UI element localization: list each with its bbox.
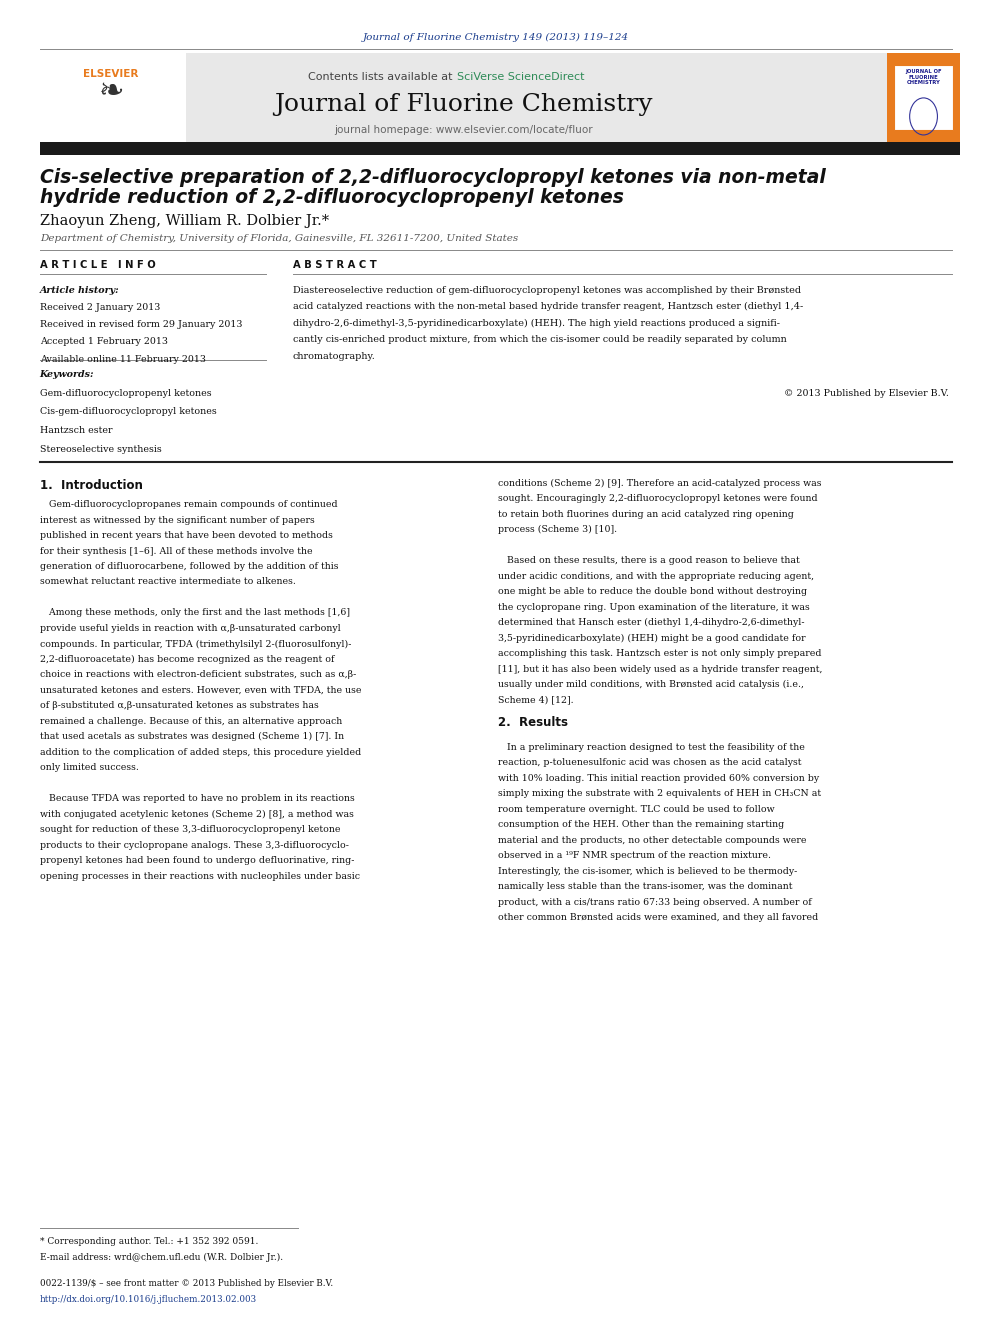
Text: reaction, p-toluenesulfonic acid was chosen as the acid catalyst: reaction, p-toluenesulfonic acid was cho… — [498, 758, 802, 767]
Text: propenyl ketones had been found to undergo defluorinative, ring-: propenyl ketones had been found to under… — [40, 856, 354, 865]
Text: Gem-difluorocyclopropenyl ketones: Gem-difluorocyclopropenyl ketones — [40, 389, 211, 398]
Text: with conjugated acetylenic ketones (Scheme 2) [8], a method was: with conjugated acetylenic ketones (Sche… — [40, 810, 353, 819]
Text: Zhaoyun Zheng, William R. Dolbier Jr.*: Zhaoyun Zheng, William R. Dolbier Jr.* — [40, 214, 328, 228]
Text: opening processes in their reactions with nucleophiles under basic: opening processes in their reactions wit… — [40, 872, 360, 881]
Text: dihydro-2,6-dimethyl-3,5-pyridinedicarboxylate) (HEH). The high yield reactions : dihydro-2,6-dimethyl-3,5-pyridinedicarbo… — [293, 319, 780, 328]
Text: published in recent years that have been devoted to methods: published in recent years that have been… — [40, 531, 332, 540]
FancyBboxPatch shape — [40, 53, 887, 142]
Text: choice in reactions with electron-deficient substrates, such as α,β-: choice in reactions with electron-defici… — [40, 671, 356, 680]
Text: process (Scheme 3) [10].: process (Scheme 3) [10]. — [498, 525, 617, 534]
Text: room temperature overnight. TLC could be used to follow: room temperature overnight. TLC could be… — [498, 804, 775, 814]
Text: Gem-difluorocyclopropanes remain compounds of continued: Gem-difluorocyclopropanes remain compoun… — [40, 500, 337, 509]
Text: unsaturated ketones and esters. However, even with TFDA, the use: unsaturated ketones and esters. However,… — [40, 685, 361, 695]
Text: © 2013 Published by Elsevier B.V.: © 2013 Published by Elsevier B.V. — [785, 389, 949, 398]
FancyBboxPatch shape — [887, 53, 960, 142]
Text: of β-substituted α,β-unsaturated ketones as substrates has: of β-substituted α,β-unsaturated ketones… — [40, 701, 318, 710]
Text: Hantzsch ester: Hantzsch ester — [40, 426, 112, 435]
FancyBboxPatch shape — [40, 53, 186, 142]
Text: Journal of Fluorine Chemistry 149 (2013) 119–124: Journal of Fluorine Chemistry 149 (2013)… — [363, 33, 629, 41]
Text: consumption of the HEH. Other than the remaining starting: consumption of the HEH. Other than the r… — [498, 820, 785, 830]
Text: provide useful yields in reaction with α,β-unsaturated carbonyl: provide useful yields in reaction with α… — [40, 624, 340, 632]
Text: only limited success.: only limited success. — [40, 763, 139, 773]
Text: chromatography.: chromatography. — [293, 352, 375, 361]
Text: sought. Encouragingly 2,2-difluorocyclopropyl ketones were found: sought. Encouragingly 2,2-difluorocyclop… — [498, 495, 817, 504]
Text: Received in revised form 29 January 2013: Received in revised form 29 January 2013 — [40, 320, 242, 329]
Text: Based on these results, there is a good reason to believe that: Based on these results, there is a good … — [498, 557, 800, 565]
Text: product, with a cis/trans ratio 67:33 being observed. A number of: product, with a cis/trans ratio 67:33 be… — [498, 898, 811, 906]
Text: E-mail address: wrd@chem.ufl.edu (W.R. Dolbier Jr.).: E-mail address: wrd@chem.ufl.edu (W.R. D… — [40, 1253, 283, 1262]
Text: ELSEVIER: ELSEVIER — [83, 69, 139, 79]
Text: ❧: ❧ — [98, 77, 124, 106]
Text: under acidic conditions, and with the appropriate reducing agent,: under acidic conditions, and with the ap… — [498, 572, 814, 581]
Text: accomplishing this task. Hantzsch ester is not only simply prepared: accomplishing this task. Hantzsch ester … — [498, 650, 821, 659]
Text: generation of difluorocarbene, followed by the addition of this: generation of difluorocarbene, followed … — [40, 562, 338, 572]
Text: conditions (Scheme 2) [9]. Therefore an acid-catalyzed process was: conditions (Scheme 2) [9]. Therefore an … — [498, 479, 821, 488]
FancyBboxPatch shape — [40, 142, 960, 155]
Text: Department of Chemistry, University of Florida, Gainesville, FL 32611-7200, Unit: Department of Chemistry, University of F… — [40, 234, 518, 242]
Text: to retain both fluorines during an acid catalyzed ring opening: to retain both fluorines during an acid … — [498, 509, 794, 519]
Text: hydride reduction of 2,2-difluorocyclopropenyl ketones: hydride reduction of 2,2-difluorocyclopr… — [40, 188, 624, 206]
Text: 2,2-difluoroacetate) has become recognized as the reagent of: 2,2-difluoroacetate) has become recogniz… — [40, 655, 334, 664]
Text: Keywords:: Keywords: — [40, 370, 94, 380]
Text: Diastereoselective reduction of gem-difluorocyclopropenyl ketones was accomplish: Diastereoselective reduction of gem-difl… — [293, 286, 801, 295]
Text: A B S T R A C T: A B S T R A C T — [293, 259, 376, 270]
Text: 2.  Results: 2. Results — [498, 717, 568, 729]
Text: Journal of Fluorine Chemistry: Journal of Fluorine Chemistry — [274, 93, 653, 116]
Text: usually under mild conditions, with Brønsted acid catalysis (i.e.,: usually under mild conditions, with Brøn… — [498, 680, 804, 689]
Text: products to their cyclopropane analogs. These 3,3-difluorocyclo-: products to their cyclopropane analogs. … — [40, 840, 348, 849]
Text: one might be able to reduce the double bond without destroying: one might be able to reduce the double b… — [498, 587, 807, 597]
Text: Because TFDA was reported to have no problem in its reactions: Because TFDA was reported to have no pro… — [40, 794, 354, 803]
Text: Cis-gem-difluorocyclopropyl ketones: Cis-gem-difluorocyclopropyl ketones — [40, 407, 216, 417]
Text: Cis-selective preparation of 2,2-difluorocyclopropyl ketones via non-metal: Cis-selective preparation of 2,2-difluor… — [40, 168, 825, 187]
Text: Interestingly, the cis-isomer, which is believed to be thermody-: Interestingly, the cis-isomer, which is … — [498, 867, 798, 876]
Text: http://dx.doi.org/10.1016/j.jfluchem.2013.02.003: http://dx.doi.org/10.1016/j.jfluchem.201… — [40, 1295, 257, 1304]
Text: compounds. In particular, TFDA (trimethylsilyl 2-(fluorosulfonyl)-: compounds. In particular, TFDA (trimethy… — [40, 639, 351, 648]
Text: Scheme 4) [12].: Scheme 4) [12]. — [498, 696, 573, 705]
Text: determined that Hansch ester (diethyl 1,4-dihydro-2,6-dimethyl-: determined that Hansch ester (diethyl 1,… — [498, 618, 805, 627]
Text: cantly cis-enriched product mixture, from which the cis-isomer could be readily : cantly cis-enriched product mixture, fro… — [293, 335, 787, 344]
Text: remained a challenge. Because of this, an alternative approach: remained a challenge. Because of this, a… — [40, 717, 342, 726]
Text: material and the products, no other detectable compounds were: material and the products, no other dete… — [498, 836, 806, 845]
Text: In a preliminary reaction designed to test the feasibility of the: In a preliminary reaction designed to te… — [498, 744, 805, 751]
Text: simply mixing the substrate with 2 equivalents of HEH in CH₃CN at: simply mixing the substrate with 2 equiv… — [498, 790, 821, 798]
Text: Contents lists available at: Contents lists available at — [309, 71, 456, 82]
Text: that used acetals as substrates was designed (Scheme 1) [7]. In: that used acetals as substrates was desi… — [40, 733, 344, 741]
Text: * Corresponding author. Tel.: +1 352 392 0591.: * Corresponding author. Tel.: +1 352 392… — [40, 1237, 258, 1246]
Text: 3,5-pyridinedicarboxylate) (HEH) might be a good candidate for: 3,5-pyridinedicarboxylate) (HEH) might b… — [498, 634, 806, 643]
Text: Among these methods, only the first and the last methods [1,6]: Among these methods, only the first and … — [40, 609, 349, 618]
Text: sought for reduction of these 3,3-difluorocyclopropenyl ketone: sought for reduction of these 3,3-difluo… — [40, 826, 340, 835]
Text: SciVerse ScienceDirect: SciVerse ScienceDirect — [457, 71, 585, 82]
Text: other common Brønsted acids were examined, and they all favored: other common Brønsted acids were examine… — [498, 913, 818, 922]
Text: the cyclopropane ring. Upon examination of the literature, it was: the cyclopropane ring. Upon examination … — [498, 603, 809, 611]
Text: 0022-1139/$ – see front matter © 2013 Published by Elsevier B.V.: 0022-1139/$ – see front matter © 2013 Pu… — [40, 1279, 332, 1289]
Text: journal homepage: www.elsevier.com/locate/fluor: journal homepage: www.elsevier.com/locat… — [334, 124, 592, 135]
Text: addition to the complication of added steps, this procedure yielded: addition to the complication of added st… — [40, 747, 361, 757]
Text: Available online 11 February 2013: Available online 11 February 2013 — [40, 355, 205, 364]
Text: acid catalyzed reactions with the non-metal based hydride transfer reagent, Hant: acid catalyzed reactions with the non-me… — [293, 302, 803, 311]
Text: with 10% loading. This initial reaction provided 60% conversion by: with 10% loading. This initial reaction … — [498, 774, 819, 783]
Text: [11], but it has also been widely used as a hydride transfer reagent,: [11], but it has also been widely used a… — [498, 664, 822, 673]
Text: A R T I C L E   I N F O: A R T I C L E I N F O — [40, 259, 156, 270]
Text: 1.  Introduction: 1. Introduction — [40, 479, 143, 492]
Text: Accepted 1 February 2013: Accepted 1 February 2013 — [40, 337, 168, 347]
Text: Article history:: Article history: — [40, 286, 119, 295]
Text: JOURNAL OF
FLUORINE
CHEMISTRY: JOURNAL OF FLUORINE CHEMISTRY — [906, 69, 941, 86]
FancyBboxPatch shape — [894, 65, 953, 130]
Text: observed in a ¹⁹F NMR spectrum of the reaction mixture.: observed in a ¹⁹F NMR spectrum of the re… — [498, 851, 771, 860]
Text: Stereoselective synthesis: Stereoselective synthesis — [40, 445, 162, 454]
Text: Received 2 January 2013: Received 2 January 2013 — [40, 303, 160, 312]
Text: for their synthesis [1–6]. All of these methods involve the: for their synthesis [1–6]. All of these … — [40, 546, 312, 556]
Text: namically less stable than the trans-isomer, was the dominant: namically less stable than the trans-iso… — [498, 882, 793, 892]
Text: somewhat reluctant reactive intermediate to alkenes.: somewhat reluctant reactive intermediate… — [40, 578, 296, 586]
Text: interest as witnessed by the significant number of papers: interest as witnessed by the significant… — [40, 516, 314, 525]
